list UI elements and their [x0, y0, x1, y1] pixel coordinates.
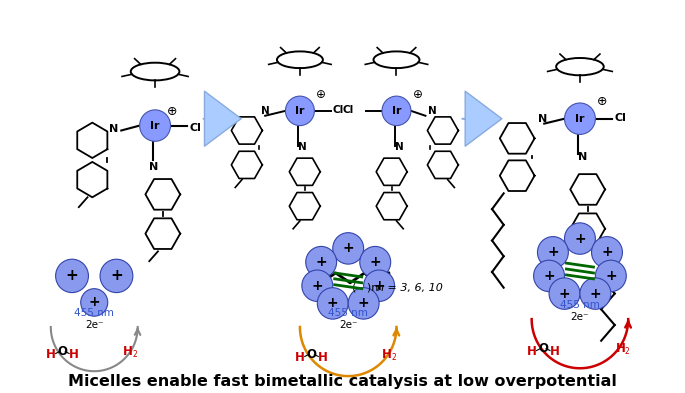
Text: +: + [88, 296, 100, 309]
Text: N: N [538, 114, 548, 124]
Text: H: H [616, 342, 625, 355]
Text: O: O [306, 348, 316, 361]
Text: +: + [605, 269, 616, 283]
Circle shape [595, 260, 626, 292]
Text: N: N [149, 162, 158, 172]
Text: Ir: Ir [392, 106, 401, 116]
Circle shape [81, 289, 108, 316]
Circle shape [306, 246, 336, 278]
Text: Ir: Ir [150, 121, 160, 130]
Text: n = 3, 6, 10: n = 3, 6, 10 [377, 283, 443, 293]
Circle shape [534, 260, 564, 292]
Circle shape [549, 278, 580, 309]
Text: Cl: Cl [190, 123, 201, 132]
Text: +: + [327, 296, 338, 310]
Text: +: + [601, 245, 613, 259]
Text: 2: 2 [391, 353, 396, 362]
FancyArrowPatch shape [462, 91, 502, 146]
Text: +: + [369, 255, 381, 269]
Text: O: O [538, 342, 548, 355]
Circle shape [592, 237, 623, 268]
Circle shape [286, 96, 314, 126]
Text: N: N [298, 142, 307, 152]
Text: ⊕: ⊕ [413, 88, 423, 101]
Text: N: N [395, 142, 403, 152]
Text: 2: 2 [132, 350, 137, 359]
Text: 455 nm: 455 nm [74, 308, 114, 318]
Text: 2e⁻: 2e⁻ [85, 320, 103, 330]
Text: H: H [123, 345, 133, 358]
Text: N: N [428, 106, 437, 116]
Text: (   )n: ( )n [352, 283, 378, 293]
Text: N: N [578, 152, 587, 162]
Text: +: + [590, 286, 601, 301]
Circle shape [333, 233, 364, 264]
Text: 2: 2 [625, 347, 630, 356]
Circle shape [140, 110, 171, 141]
Text: Ir: Ir [295, 106, 305, 116]
Text: N: N [109, 123, 119, 134]
Circle shape [564, 103, 595, 134]
Text: H: H [318, 351, 328, 364]
Circle shape [538, 237, 569, 268]
Circle shape [364, 270, 395, 301]
Text: Cl: Cl [333, 105, 344, 115]
Text: ⊕: ⊕ [597, 95, 608, 108]
Text: +: + [110, 268, 123, 283]
Circle shape [317, 288, 348, 319]
FancyArrowPatch shape [203, 91, 241, 146]
Circle shape [580, 278, 611, 309]
Circle shape [564, 223, 595, 254]
Text: +: + [312, 279, 323, 293]
Text: 455 nm: 455 nm [328, 308, 368, 318]
Text: 2e⁻: 2e⁻ [339, 320, 358, 330]
Text: Ir: Ir [575, 114, 585, 124]
Text: H: H [69, 348, 79, 361]
Circle shape [55, 259, 88, 293]
Circle shape [382, 96, 411, 126]
Circle shape [302, 270, 333, 301]
Text: ⊕: ⊕ [316, 88, 326, 101]
Text: Micelles enable fast bimetallic catalysis at low overpotential: Micelles enable fast bimetallic catalysi… [68, 373, 616, 389]
Text: H: H [382, 348, 392, 361]
Text: +: + [574, 231, 586, 246]
Text: H: H [550, 345, 560, 358]
Text: Cl: Cl [342, 105, 354, 115]
Text: +: + [315, 255, 327, 269]
Text: N: N [261, 106, 270, 116]
Text: +: + [342, 241, 354, 255]
Text: H: H [527, 345, 536, 358]
Text: +: + [547, 245, 559, 259]
Text: 2e⁻: 2e⁻ [571, 312, 589, 322]
Text: ⊕: ⊕ [167, 105, 177, 118]
Text: 455 nm: 455 nm [560, 300, 600, 310]
Circle shape [348, 288, 379, 319]
Text: +: + [559, 286, 571, 301]
Text: +: + [66, 268, 78, 283]
Text: +: + [373, 279, 385, 293]
Text: H: H [46, 348, 55, 361]
Text: +: + [543, 269, 555, 283]
Text: O: O [58, 345, 67, 358]
Circle shape [360, 246, 390, 278]
Text: +: + [358, 296, 369, 310]
Circle shape [100, 259, 133, 293]
Text: Cl: Cl [614, 113, 627, 123]
Text: H: H [295, 351, 305, 364]
